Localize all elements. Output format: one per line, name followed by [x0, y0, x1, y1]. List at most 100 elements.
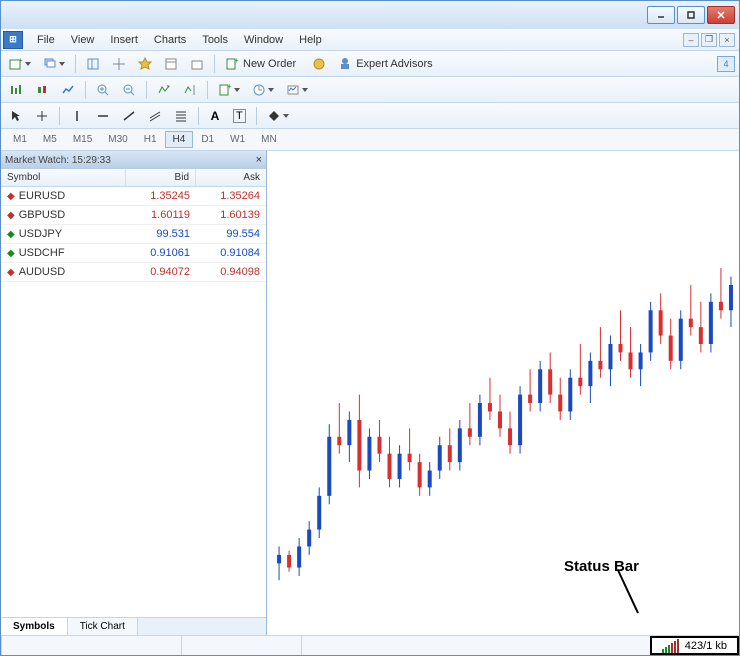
- alerts-badge[interactable]: 4: [717, 56, 735, 72]
- trendline-button[interactable]: [118, 106, 140, 126]
- menu-help[interactable]: Help: [291, 31, 330, 49]
- bid-value: 1.60119: [126, 206, 196, 224]
- bid-value: 0.91061: [126, 244, 196, 262]
- close-button[interactable]: [707, 6, 735, 24]
- timeframe-d1[interactable]: D1: [193, 131, 222, 148]
- ask-value: 1.35264: [196, 187, 266, 205]
- market-watch-row[interactable]: ◆USDJPY99.53199.554: [1, 225, 266, 244]
- market-watch-row[interactable]: ◆GBPUSD1.601191.60139: [1, 206, 266, 225]
- bar-chart-button[interactable]: [5, 80, 27, 100]
- fibonacci-button[interactable]: [170, 106, 192, 126]
- column-bid[interactable]: Bid: [126, 169, 196, 186]
- menu-charts[interactable]: Charts: [146, 31, 194, 49]
- market-watch-title: Market Watch: 15:29:33: [5, 155, 111, 166]
- tab-symbols[interactable]: Symbols: [1, 618, 68, 635]
- crosshair-tool-button[interactable]: [31, 106, 53, 126]
- timeframe-m1[interactable]: M1: [5, 131, 35, 148]
- market-watch-tabs: Symbols Tick Chart: [1, 617, 266, 635]
- market-watch-header: Symbol Bid Ask: [1, 169, 266, 187]
- market-watch-panel: Market Watch: 15:29:33 × Symbol Bid Ask …: [1, 151, 267, 635]
- symbol-name: USDCHF: [19, 247, 65, 259]
- symbol-name: GBPUSD: [19, 209, 65, 221]
- templates-button[interactable]: [282, 80, 312, 100]
- timeframe-h4[interactable]: H4: [165, 131, 194, 148]
- chart-shift-button[interactable]: [179, 80, 201, 100]
- timeframe-m5[interactable]: M5: [35, 131, 65, 148]
- expert-advisors-label: Expert Advisors: [352, 58, 436, 70]
- menu-file[interactable]: File: [29, 31, 63, 49]
- workspace: Market Watch: 15:29:33 × Symbol Bid Ask …: [1, 151, 739, 635]
- arrow-down-icon: ◆: [7, 267, 15, 278]
- toolbar-charting: +: [1, 77, 739, 103]
- arrow-down-icon: ◆: [7, 210, 15, 221]
- statusbar: 423/1 kb: [1, 635, 739, 655]
- text-button[interactable]: A: [205, 106, 225, 126]
- tab-tick-chart[interactable]: Tick Chart: [68, 618, 138, 635]
- connection-bars-icon: [662, 639, 679, 653]
- arrow-up-icon: ◆: [7, 248, 15, 259]
- minimize-button[interactable]: [647, 6, 675, 24]
- indicators-button[interactable]: +: [214, 80, 244, 100]
- periodicity-button[interactable]: [248, 80, 278, 100]
- new-order-label: New Order: [239, 58, 300, 70]
- symbol-name: USDJPY: [19, 228, 62, 240]
- connection-status[interactable]: 423/1 kb: [650, 636, 739, 655]
- menu-insert[interactable]: Insert: [102, 31, 146, 49]
- market-watch-body: ◆EURUSD1.352451.35264◆GBPUSD1.601191.601…: [1, 187, 266, 617]
- candlestick-chart: [267, 151, 739, 635]
- vertical-line-button[interactable]: [66, 106, 88, 126]
- zoom-out-button[interactable]: [118, 80, 140, 100]
- column-symbol[interactable]: Symbol: [1, 169, 126, 186]
- terminal-button[interactable]: [186, 54, 208, 74]
- timeframe-m30[interactable]: M30: [100, 131, 135, 148]
- new-order-button[interactable]: +New Order: [221, 54, 304, 74]
- toolbar-drawing: A T: [1, 103, 739, 129]
- profiles-button[interactable]: [39, 54, 69, 74]
- mdi-minimize-button[interactable]: –: [683, 33, 699, 47]
- market-watch-row[interactable]: ◆ USDCHF 0.910610.91084: [1, 244, 266, 263]
- objects-button[interactable]: [263, 106, 293, 126]
- new-chart-button[interactable]: +: [5, 54, 35, 74]
- column-ask[interactable]: Ask: [196, 169, 266, 186]
- timeframe-w1[interactable]: W1: [222, 131, 253, 148]
- menu-tools[interactable]: Tools: [194, 31, 236, 49]
- data-window-button[interactable]: [160, 54, 182, 74]
- toolbar-main: + +New Order Expert Advisors 4: [1, 51, 739, 77]
- ask-value: 0.91084: [196, 244, 266, 262]
- zoom-in-button[interactable]: [92, 80, 114, 100]
- metaquotes-button[interactable]: [308, 54, 330, 74]
- ask-value: 99.554: [196, 225, 266, 243]
- favorites-button[interactable]: [134, 54, 156, 74]
- symbol-name: AUDUSD: [19, 266, 65, 278]
- expert-advisors-button[interactable]: Expert Advisors: [334, 54, 440, 74]
- timeframe-mn[interactable]: MN: [253, 131, 285, 148]
- market-watch-titlebar: Market Watch: 15:29:33 ×: [1, 151, 266, 169]
- market-watch-row[interactable]: ◆ EURUSD 1.352451.35264: [1, 187, 266, 206]
- timeframe-bar: M1M5M15M30H1H4D1W1MN: [1, 129, 739, 151]
- app-window: ⊞ FileViewInsertChartsToolsWindowHelp – …: [0, 0, 740, 656]
- cursor-button[interactable]: [5, 106, 27, 126]
- menu-view[interactable]: View: [63, 31, 103, 49]
- bid-value: 0.94072: [126, 263, 196, 281]
- arrow-down-icon: ◆: [7, 191, 15, 202]
- line-chart-button[interactable]: [57, 80, 79, 100]
- mdi-restore-button[interactable]: ❐: [701, 33, 717, 47]
- equidistant-channel-button[interactable]: [144, 106, 166, 126]
- timeframe-h1[interactable]: H1: [136, 131, 165, 148]
- crosshair-button[interactable]: [108, 54, 130, 74]
- bid-value: 1.35245: [126, 187, 196, 205]
- arrow-up-icon: ◆: [7, 229, 15, 240]
- candlestick-button[interactable]: [31, 80, 53, 100]
- mdi-close-button[interactable]: ×: [719, 33, 735, 47]
- market-watch-toggle[interactable]: [82, 54, 104, 74]
- menu-window[interactable]: Window: [236, 31, 291, 49]
- horizontal-line-button[interactable]: [92, 106, 114, 126]
- text-label-button[interactable]: T: [229, 106, 250, 126]
- maximize-button[interactable]: [677, 6, 705, 24]
- auto-scroll-button[interactable]: [153, 80, 175, 100]
- timeframe-m15[interactable]: M15: [65, 131, 100, 148]
- market-watch-close-icon[interactable]: ×: [256, 154, 262, 166]
- market-watch-row[interactable]: ◆AUDUSD0.940720.94098: [1, 263, 266, 282]
- chart-area[interactable]: Status Bar: [267, 151, 739, 635]
- symbol-name: EURUSD: [19, 190, 65, 202]
